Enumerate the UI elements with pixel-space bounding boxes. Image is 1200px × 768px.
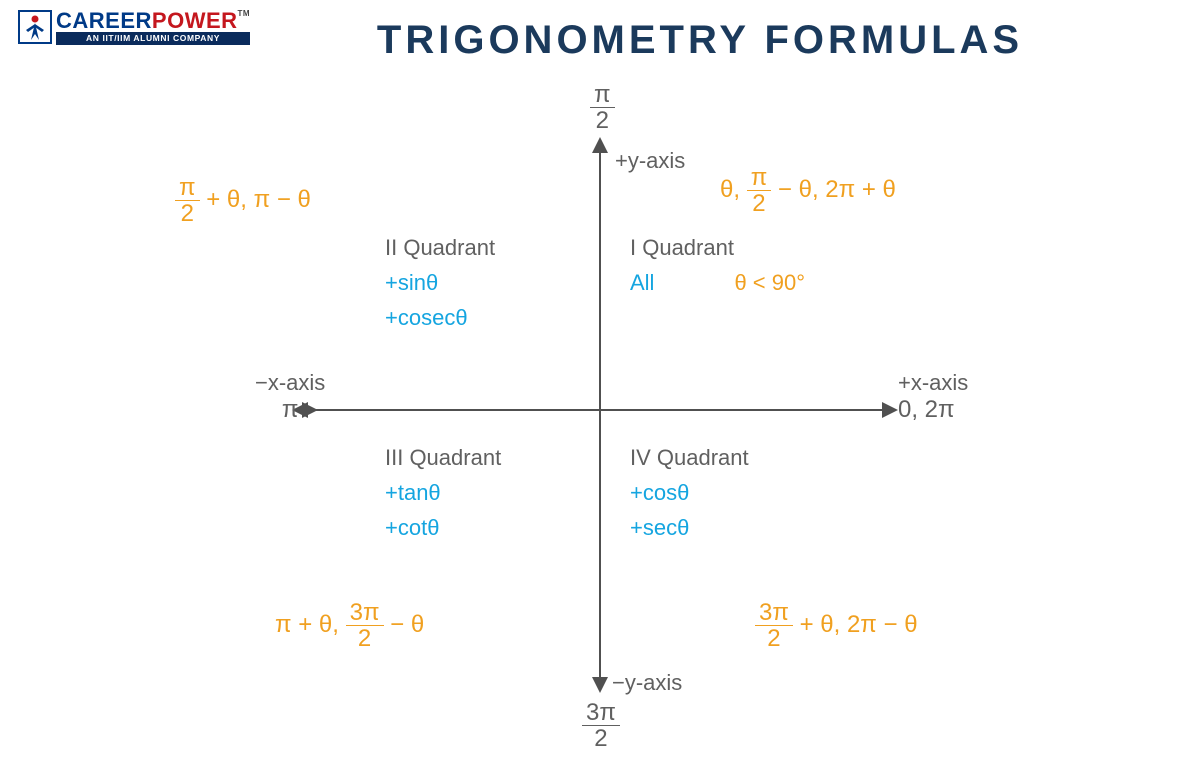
- label-minus-y-axis: −y-axis: [612, 670, 682, 696]
- formula-q1: θ, π2 − θ, 2π + θ: [720, 165, 896, 216]
- formula-q2: π2 + θ, π − θ: [175, 175, 311, 226]
- label-3pi-over-2-bottom: 3π2: [582, 700, 620, 751]
- label-plus-x-axis: +x-axis 0, 2π: [898, 370, 968, 424]
- label-plus-y-axis: +y-axis: [615, 148, 685, 174]
- page-title: TRIGONOMETRY FORMULAS: [0, 18, 1200, 63]
- quadrant-4: IV Quadrant +cosθ +secθ: [630, 440, 749, 546]
- quadrant-1: I Quadrant Allθ < 90°: [630, 230, 805, 300]
- label-minus-x-axis: −x-axis π: [255, 370, 325, 424]
- quadrant-3: III Quadrant +tanθ +cotθ: [385, 440, 501, 546]
- label-pi-over-2-top: π2: [590, 82, 615, 133]
- quadrant-2: II Quadrant +sinθ +cosecθ: [385, 230, 495, 336]
- formula-q4: 3π2 + θ, 2π − θ: [755, 600, 918, 651]
- quadrant-diagram: π2 +y-axis −x-axis π +x-axis 0, 2π −y-ax…: [0, 80, 1200, 760]
- formula-q3: π + θ, 3π2 − θ: [275, 600, 424, 651]
